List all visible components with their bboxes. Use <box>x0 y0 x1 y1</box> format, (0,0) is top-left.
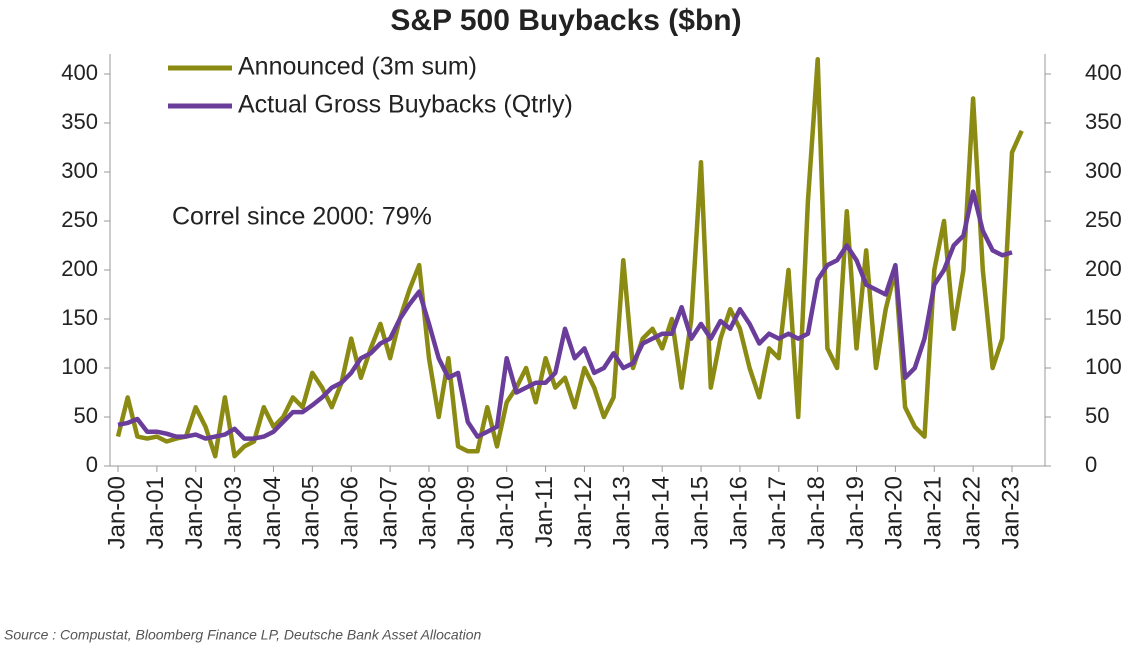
x-tick-label: Jan-11 <box>531 476 558 548</box>
x-tick-label: Jan-03 <box>220 476 247 549</box>
legend-label: Actual Gross Buybacks (Qtrly) <box>238 91 573 119</box>
x-tick-label: Jan-01 <box>142 476 169 549</box>
x-tick-label: Jan-13 <box>609 476 636 549</box>
y-tick-label: 250 <box>61 207 98 232</box>
annotation: Correl since 2000: 79% <box>172 203 432 231</box>
x-tick-label: Jan-20 <box>881 476 908 549</box>
x-tick-label: Jan-00 <box>103 476 130 549</box>
x-tick-label: Jan-19 <box>842 476 869 549</box>
x-tick-label: Jan-12 <box>570 476 597 549</box>
series-line <box>117 189 1013 441</box>
x-tick-label: Jan-08 <box>414 476 441 549</box>
x-tick-label: Jan-22 <box>958 476 985 549</box>
x-tick-label: Jan-23 <box>997 476 1024 549</box>
x-tick-label: Jan-05 <box>298 476 325 549</box>
x-tick-label: Jan-02 <box>181 476 208 549</box>
x-tick-label: Jan-09 <box>453 476 480 549</box>
y-tick-label: 200 <box>61 256 98 281</box>
source: Source : Compustat, Bloomberg Finance LP… <box>4 627 482 643</box>
y2-tick-label: 200 <box>1085 256 1122 281</box>
chart-title: S&P 500 Buybacks ($bn) <box>390 4 741 37</box>
y-tick-label: 150 <box>61 305 98 330</box>
y-tick-label: 300 <box>61 158 98 183</box>
x-tick-label: Jan-14 <box>648 476 675 549</box>
y2-tick-label: 0 <box>1085 452 1097 477</box>
y2-tick-label: 300 <box>1085 158 1122 183</box>
y2-tick-label: 150 <box>1085 305 1122 330</box>
x-tick-label: Jan-16 <box>725 476 752 549</box>
x-tick-label: Jan-18 <box>803 476 830 549</box>
y-tick-label: 50 <box>74 403 98 428</box>
y-tick-label: 100 <box>61 354 98 379</box>
legend-label: Announced (3m sum) <box>238 53 477 81</box>
y2-tick-label: 50 <box>1085 403 1109 428</box>
y2-tick-label: 100 <box>1085 354 1122 379</box>
x-tick-label: Jan-17 <box>764 476 791 549</box>
x-tick-label: Jan-06 <box>337 476 364 549</box>
series-line <box>115 57 1024 459</box>
y-tick-label: 350 <box>61 109 98 134</box>
x-tick-label: Jan-10 <box>492 476 519 549</box>
y2-tick-label: 350 <box>1085 109 1122 134</box>
x-tick-label: Jan-21 <box>920 476 947 549</box>
x-tick-label: Jan-07 <box>375 476 402 549</box>
y-tick-label: 0 <box>86 452 98 477</box>
x-tick-label: Jan-04 <box>259 476 286 549</box>
y-tick-label: 400 <box>61 60 98 85</box>
y2-tick-label: 250 <box>1085 207 1122 232</box>
x-tick-label: Jan-15 <box>686 476 713 549</box>
y2-tick-label: 400 <box>1085 60 1122 85</box>
